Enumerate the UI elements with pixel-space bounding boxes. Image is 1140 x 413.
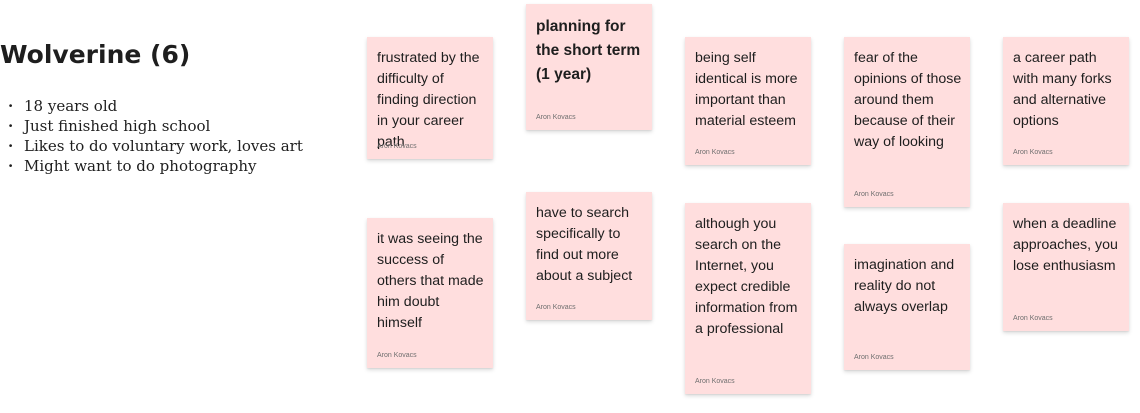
- note-text: fear of the opinions of those around the…: [854, 50, 962, 150]
- note-author: Aron Kovacs: [1013, 149, 1053, 156]
- note-author: Aron Kovacs: [854, 354, 894, 361]
- sticky-note[interactable]: fear of the opinions of those around the…: [844, 37, 970, 207]
- trait-item: Might want to do photography: [8, 156, 303, 176]
- note-text: have to search specifically to find out …: [536, 205, 633, 284]
- sticky-note[interactable]: when a deadline approaches, you lose ent…: [1003, 203, 1129, 331]
- note-author: Aron Kovacs: [377, 352, 417, 359]
- sticky-note[interactable]: although you search on the Internet, you…: [685, 203, 811, 394]
- note-author: Aron Kovacs: [536, 114, 576, 121]
- sticky-note[interactable]: a career path with many forks and altern…: [1003, 37, 1129, 165]
- note-text: although you search on the Internet, you…: [695, 216, 798, 337]
- sticky-note[interactable]: it was seeing the success of others that…: [367, 218, 493, 368]
- sticky-note[interactable]: being self identical is more important t…: [685, 37, 811, 165]
- note-text: a career path with many forks and altern…: [1013, 50, 1112, 129]
- trait-item: Likes to do voluntary work, loves art: [8, 136, 303, 156]
- note-author: Aron Kovacs: [695, 149, 735, 156]
- trait-item: 18 years old: [8, 96, 303, 116]
- note-author: Aron Kovacs: [695, 378, 735, 385]
- note-text: frustrated by the difficulty of finding …: [377, 50, 480, 150]
- note-text: when a deadline approaches, you lose ent…: [1013, 216, 1118, 274]
- note-author: Aron Kovacs: [377, 143, 417, 150]
- note-text: being self identical is more important t…: [695, 50, 798, 129]
- note-text: imagination and reality do not always ov…: [854, 257, 955, 315]
- note-text: it was seeing the success of others that…: [377, 231, 484, 331]
- note-author: Aron Kovacs: [536, 304, 576, 311]
- note-author: Aron Kovacs: [1013, 315, 1053, 322]
- note-author: Aron Kovacs: [854, 191, 894, 198]
- sticky-note[interactable]: planning for the short term (1 year) Aro…: [526, 4, 652, 130]
- trait-item: Just finished high school: [8, 116, 303, 136]
- sticky-note[interactable]: frustrated by the difficulty of finding …: [367, 37, 493, 159]
- sticky-note[interactable]: imagination and reality do not always ov…: [844, 244, 970, 370]
- persona-title: Wolverine (6): [0, 40, 191, 69]
- persona-traits: 18 years old Just finished high school L…: [8, 96, 303, 176]
- sticky-note[interactable]: have to search specifically to find out …: [526, 192, 652, 320]
- note-text: planning for the short term (1 year): [536, 18, 641, 83]
